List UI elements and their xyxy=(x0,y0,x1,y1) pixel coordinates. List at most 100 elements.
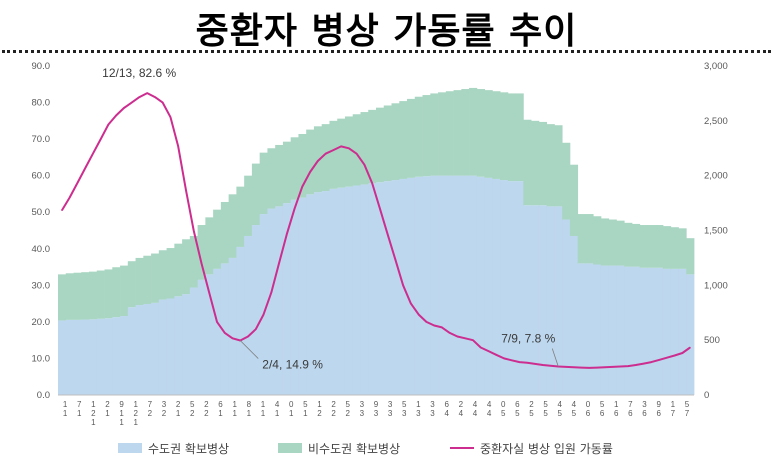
x-tick-label: 1 xyxy=(63,409,68,418)
bar-nonmetro xyxy=(344,116,354,187)
legend-swatch-metro xyxy=(118,443,142,453)
bar-metro xyxy=(554,206,563,395)
bar-nonmetro xyxy=(127,261,136,308)
line-point xyxy=(534,363,536,365)
line-point xyxy=(642,362,645,365)
line-point xyxy=(449,332,451,334)
bar-nonmetro xyxy=(259,152,268,215)
x-tick-label: 5 xyxy=(303,400,308,409)
x-tick-label: 1 xyxy=(289,409,294,418)
line-point xyxy=(208,292,210,294)
line-point xyxy=(379,207,381,210)
x-tick-label: 1 xyxy=(232,409,237,418)
bar-metro xyxy=(158,299,167,395)
line-point xyxy=(526,362,528,364)
bar-metro xyxy=(624,266,633,395)
bar-metro xyxy=(228,257,237,395)
x-tick-label: 5 xyxy=(402,400,407,409)
legend-item-nonmetro-beds: 비수도권 확보병상 xyxy=(278,440,400,456)
bar-nonmetro xyxy=(445,91,454,176)
bar-nonmetro xyxy=(220,201,230,264)
x-tick-label: 2 xyxy=(529,400,534,409)
bar-nonmetro xyxy=(182,239,191,295)
line-point xyxy=(689,346,691,349)
bar-nonmetro xyxy=(65,273,74,320)
x-tick-label: 6 xyxy=(515,400,520,409)
line-point xyxy=(627,365,629,367)
x-tick-label: 6 xyxy=(586,409,591,418)
legend-label-rate: 중환자실 병상 입원 가동률 xyxy=(480,441,613,456)
bar-nonmetro xyxy=(647,225,656,268)
x-tick-label: 2 xyxy=(346,409,351,418)
x-tick-label: 2 xyxy=(162,409,167,418)
x-tick-label: 2 xyxy=(459,400,464,409)
bar-metro xyxy=(655,267,664,395)
legend-swatch-nonmetro xyxy=(278,443,302,453)
annotation-label: 2/4, 14.9 % xyxy=(262,358,323,372)
bar-metro xyxy=(484,177,493,395)
x-tick-label: 3 xyxy=(642,400,647,409)
x-tick-label: 4 xyxy=(444,409,449,418)
y-left-tick-label: 40.0 xyxy=(32,244,51,255)
line-point xyxy=(247,335,249,338)
x-tick-label: 6 xyxy=(656,409,661,418)
line-point xyxy=(480,346,482,349)
x-tick-label: 6 xyxy=(218,400,223,409)
line-point xyxy=(674,354,676,357)
bar-nonmetro xyxy=(81,272,90,320)
line-point xyxy=(464,337,466,339)
bar-nonmetro xyxy=(383,105,392,182)
bar-nonmetro xyxy=(422,95,431,177)
bar-nonmetro xyxy=(492,91,501,179)
bar-metro xyxy=(461,175,470,395)
x-tick-label: 6 xyxy=(642,409,647,418)
bar-nonmetro xyxy=(662,226,672,269)
bar-metro xyxy=(259,214,268,395)
line-point xyxy=(681,352,683,354)
bar-nonmetro xyxy=(678,228,687,269)
bar-nonmetro xyxy=(189,235,199,288)
bar-metro xyxy=(96,318,105,395)
bar-nonmetro xyxy=(89,271,98,320)
bar-nonmetro xyxy=(158,250,167,300)
bar-metro xyxy=(251,225,261,395)
line-point xyxy=(588,367,590,369)
chart-title: 중환자 병상 가동률 추이 xyxy=(195,11,578,52)
y-left-tick-label: 0.0 xyxy=(37,390,50,401)
bar-nonmetro xyxy=(120,265,129,317)
line-point xyxy=(565,366,567,368)
bar-metro xyxy=(670,268,679,395)
x-tick-label: 1 xyxy=(416,400,421,409)
y-right-tick-label: 2,000 xyxy=(704,171,728,182)
x-tick-label: 5 xyxy=(558,409,563,418)
x-tick-label: 4 xyxy=(275,400,280,409)
bar-metro xyxy=(205,274,214,395)
bar-nonmetro xyxy=(639,225,648,268)
bar-metro xyxy=(368,183,377,395)
bar-metro xyxy=(306,194,315,395)
line-point xyxy=(131,101,133,104)
x-tick-label: 3 xyxy=(360,409,365,418)
bar-nonmetro xyxy=(368,109,377,184)
legend-label-metro: 수도권 확보병상 xyxy=(148,441,230,456)
x-tick-label: 3 xyxy=(402,409,407,418)
bar-metro xyxy=(593,264,602,395)
x-tick-label: 1 xyxy=(105,409,110,418)
line-point xyxy=(495,354,497,356)
bar-nonmetro xyxy=(569,164,579,236)
bar-metro xyxy=(290,199,299,395)
line-point xyxy=(169,116,172,118)
annotation-label: 7/9, 7.8 % xyxy=(501,331,555,345)
bar-metro xyxy=(616,265,625,395)
bar-nonmetro xyxy=(430,93,439,176)
x-tick-label: 3 xyxy=(360,400,365,409)
bar-nonmetro xyxy=(197,225,206,280)
line-point xyxy=(650,361,652,363)
line-point xyxy=(317,160,319,162)
line-point xyxy=(456,335,459,338)
bar-metro xyxy=(453,175,462,395)
x-tick-label: 4 xyxy=(487,409,492,418)
title-divider xyxy=(2,50,771,53)
x-tick-label: 1 xyxy=(614,400,619,409)
line-point xyxy=(301,186,303,188)
